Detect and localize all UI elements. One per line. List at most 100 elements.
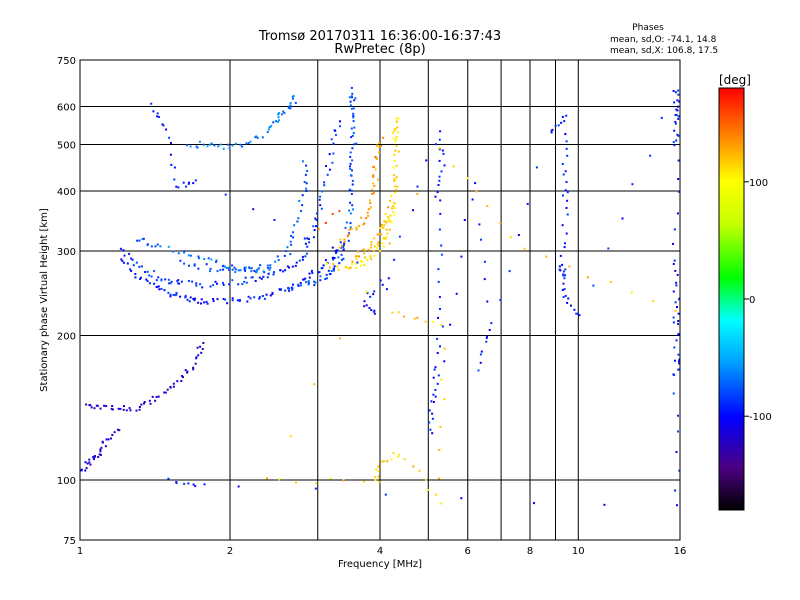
data-point [255,135,258,138]
data-point [231,279,234,282]
data-point [201,286,204,289]
data-point [393,213,396,216]
data-point [187,482,190,485]
data-point [377,470,380,473]
data-point [184,294,187,297]
data-point [146,270,149,273]
data-point [672,316,675,319]
data-point [377,244,380,247]
colorbar-ticks: 100 0 -100 [744,178,772,423]
data-point [349,165,351,168]
data-point [395,176,398,179]
data-point [441,149,444,152]
data-point [396,126,399,129]
data-point [99,448,102,451]
data-point [554,124,557,127]
data-point [231,297,234,300]
data-point [376,233,379,236]
data-point [216,282,218,285]
data-point [378,145,381,148]
data-point [280,113,283,116]
data-point [222,264,225,267]
y-tick-label: 200 [57,332,76,343]
data-point [432,320,435,323]
data-point [197,255,200,258]
data-point [373,237,376,240]
data-point [307,282,310,284]
data-point [269,264,272,267]
data-point [183,251,186,254]
plot-frame [79,59,681,541]
data-point [284,250,287,253]
data-point [295,261,298,264]
data-point [437,316,439,319]
data-point [197,267,200,270]
data-point [148,282,151,285]
data-point [382,136,385,139]
data-point [395,144,398,147]
data-point [676,306,678,308]
data-point [170,280,173,283]
data-point [413,317,416,320]
data-point [258,296,261,299]
data-point [416,193,419,196]
data-point [326,277,328,280]
x-tick-label: 8 [527,546,533,557]
data-point [526,202,529,205]
data-point [350,127,353,130]
data-point [351,204,354,207]
data-point [428,409,431,412]
data-point [313,284,316,286]
data-point [480,238,482,241]
data-point [354,255,357,258]
data-point [234,271,237,274]
data-point [607,247,610,250]
data-point [674,114,677,117]
data-point [369,255,372,258]
data-point [289,240,292,243]
data-point [334,249,337,252]
data-point [159,245,162,248]
data-point [326,262,328,265]
data-point [199,283,202,286]
data-point [674,122,677,125]
data-point [439,212,442,215]
data-point [365,304,368,307]
data-point [439,130,442,133]
data-point [246,300,249,303]
data-point [371,192,374,195]
data-point [352,115,355,117]
data-point [428,421,431,424]
data-point [123,405,125,408]
data-point [293,224,296,227]
data-point [168,282,170,285]
data-point [315,218,318,221]
data-point [672,90,675,92]
data-point [379,145,382,147]
data-point [301,255,304,258]
data-point [143,402,145,405]
data-point [676,133,679,136]
data-point [122,249,125,252]
data-point [164,278,167,281]
data-point [429,428,432,431]
data-point [247,295,250,298]
data-point [393,177,396,180]
data-point [342,257,345,260]
data-point [388,242,391,245]
data-point [209,267,212,270]
data-point [188,300,191,303]
data-point [239,299,241,301]
data-point [236,299,239,302]
data-point [227,143,229,146]
data-point [392,452,395,455]
chart-subtitle: RwPretec (8p) [334,42,425,57]
chart-title: Tromsø 20170311 16:36:00-16:37:43 [258,29,501,44]
data-point [288,105,291,108]
data-point [374,476,377,479]
data-point [562,296,565,299]
data-point [268,268,271,271]
data-point [195,282,198,285]
data-point [282,110,285,113]
data-point [333,265,336,268]
